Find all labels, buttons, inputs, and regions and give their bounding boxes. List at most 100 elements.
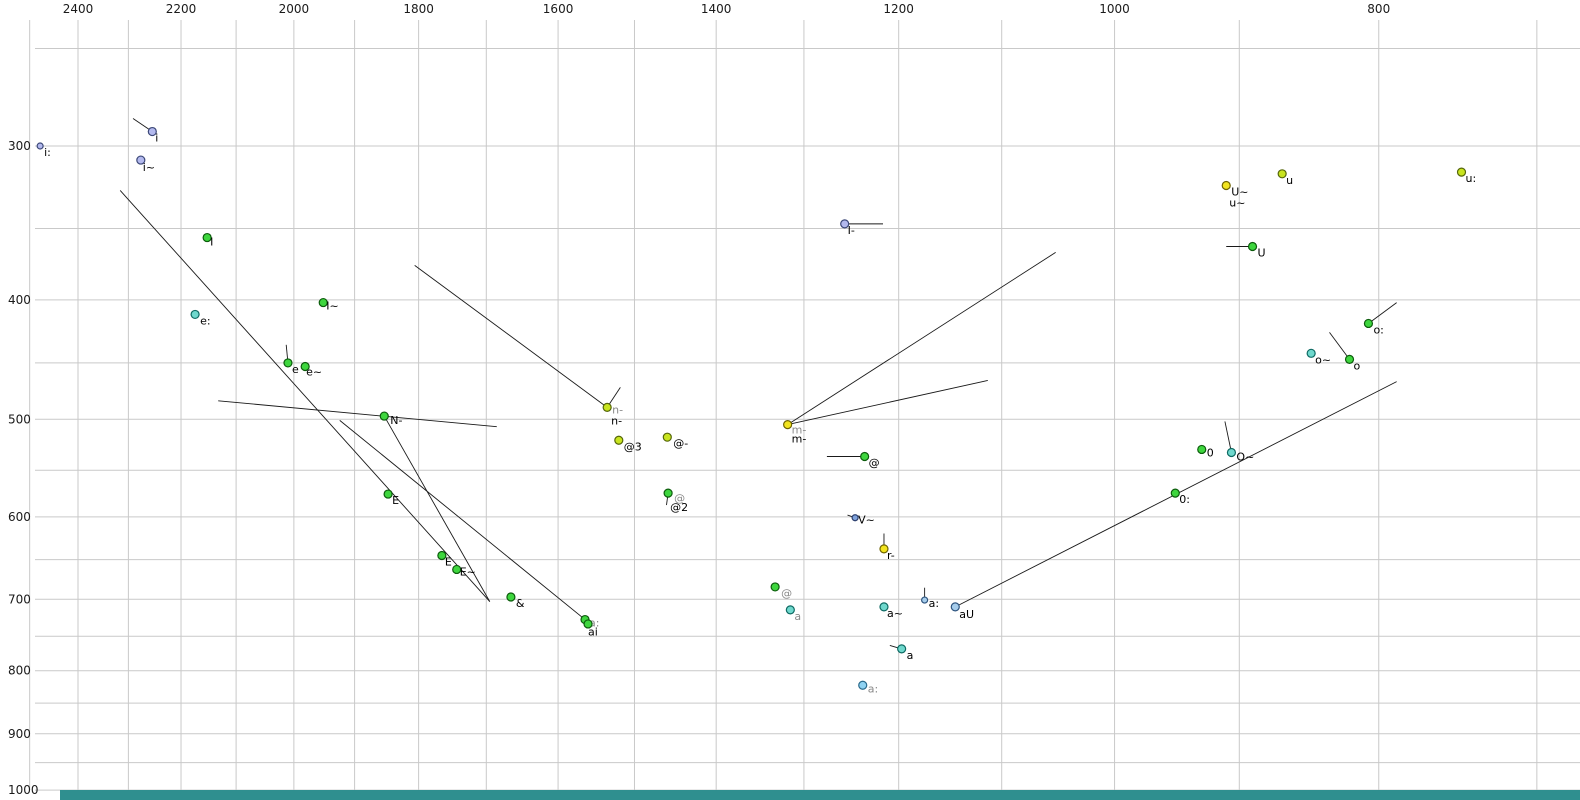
point-label: a: (589, 617, 599, 630)
data-point-V~ (851, 514, 859, 522)
x-tick-label: 2000 (279, 2, 310, 16)
point-label: I- (848, 224, 855, 237)
trajectory-line (383, 415, 491, 602)
point-label: I~ (326, 300, 338, 313)
point-label: u~ (1229, 197, 1245, 210)
data-point-u: (1456, 167, 1467, 177)
point-label: aU (959, 608, 974, 621)
trajectory-line (787, 380, 988, 426)
point-label: @ (781, 587, 792, 600)
point-label: U~ (1231, 186, 1248, 199)
point-label: a (907, 649, 914, 662)
data-point-o: (1363, 318, 1374, 329)
data-point-i~ (136, 155, 146, 165)
point-label: e~ (306, 365, 322, 378)
data-point-r- (879, 544, 889, 554)
data-point-u (1277, 169, 1287, 179)
x-tick-label: 1400 (701, 2, 732, 16)
data-point-o~ (1306, 348, 1316, 358)
trajectory-line (119, 190, 491, 602)
trajectory-line (339, 420, 586, 620)
data-point-i: (36, 142, 44, 150)
bottom-bar (60, 790, 1580, 800)
trajectory-line (787, 252, 1056, 425)
data-point-e~ (300, 361, 310, 372)
point-label: E~ (460, 565, 476, 578)
trajectory-line (218, 400, 497, 428)
data-point-@gray (770, 582, 780, 592)
point-label: o~ (1315, 353, 1331, 366)
point-label: @3 (624, 440, 642, 453)
point-label: 0: (1179, 493, 1190, 506)
point-label: m- (792, 424, 807, 437)
point-label: a: (868, 682, 878, 695)
trajectory-line (1224, 421, 1232, 453)
y-tick-label: 900 (8, 727, 31, 741)
y-tick-label: 600 (8, 510, 31, 524)
data-point-a~ (879, 602, 889, 612)
data-point-E2 (437, 550, 447, 561)
y-tick-label: 700 (8, 592, 31, 606)
data-point-o (1344, 354, 1355, 364)
x-tick-label: 2200 (166, 2, 197, 16)
data-point-a (897, 644, 907, 654)
y-tick-label: 300 (8, 139, 31, 153)
point-label: a: (929, 597, 939, 610)
data-point-@- (662, 432, 672, 442)
point-label: @- (673, 437, 688, 450)
y-tick-label: 400 (8, 293, 31, 307)
point-label: n- (612, 403, 623, 416)
point-label: e: (200, 314, 210, 327)
point-label: U (1258, 247, 1266, 260)
point-label: @ (869, 456, 880, 469)
point-label: u (1286, 174, 1293, 187)
data-point-I (202, 232, 212, 243)
data-point-e (283, 358, 293, 368)
data-point-e: (190, 309, 200, 320)
y-tick-label: 800 (8, 664, 31, 678)
point-label: u: (1466, 172, 1477, 185)
x-tick-label: 1600 (543, 2, 574, 16)
trajectory-line (1329, 332, 1350, 360)
data-point-0 (1197, 444, 1207, 455)
point-label: E (445, 556, 452, 569)
x-tick-label: 2400 (63, 2, 94, 16)
point-label: i~ (143, 161, 155, 174)
point-label: o (1354, 359, 1361, 372)
point-label: @2 (670, 501, 688, 514)
point-label: @ (674, 492, 685, 505)
data-point-O~ (1226, 447, 1237, 458)
x-tick-label: 1200 (883, 2, 914, 16)
data-point-0: (1170, 488, 1180, 498)
x-tick-label: 1800 (403, 2, 434, 16)
data-point-@ (860, 451, 870, 462)
data-point-a: (921, 596, 929, 604)
data-point-ai2 (583, 619, 593, 629)
point-label: & (516, 597, 525, 610)
data-point-a-gray (785, 605, 795, 615)
y-tick-label: 500 (8, 412, 31, 426)
x-tick-label: 800 (1367, 2, 1390, 16)
data-point-n- (602, 402, 612, 412)
point-label: a (794, 610, 801, 623)
data-point-& (506, 592, 516, 602)
point-label: r- (887, 549, 895, 562)
data-point-a:-gray (858, 680, 868, 690)
trajectory-line (414, 265, 608, 408)
data-point-U (1247, 241, 1258, 252)
data-point-U~ (1221, 180, 1231, 191)
point-label: I (210, 236, 213, 249)
point-label: V~ (858, 514, 875, 527)
data-point-m- (783, 420, 793, 430)
point-label: O~ (1236, 450, 1254, 463)
point-label: a~ (887, 607, 903, 620)
y-tick-label: 1000 (8, 783, 39, 797)
point-label: m- (792, 433, 807, 446)
data-point-i (147, 126, 157, 137)
point-label: i: (44, 146, 51, 159)
point-label: 0 (1207, 446, 1214, 459)
data-point-@3 (614, 435, 624, 445)
point-label: E (392, 494, 399, 507)
point-label: i (155, 132, 158, 145)
